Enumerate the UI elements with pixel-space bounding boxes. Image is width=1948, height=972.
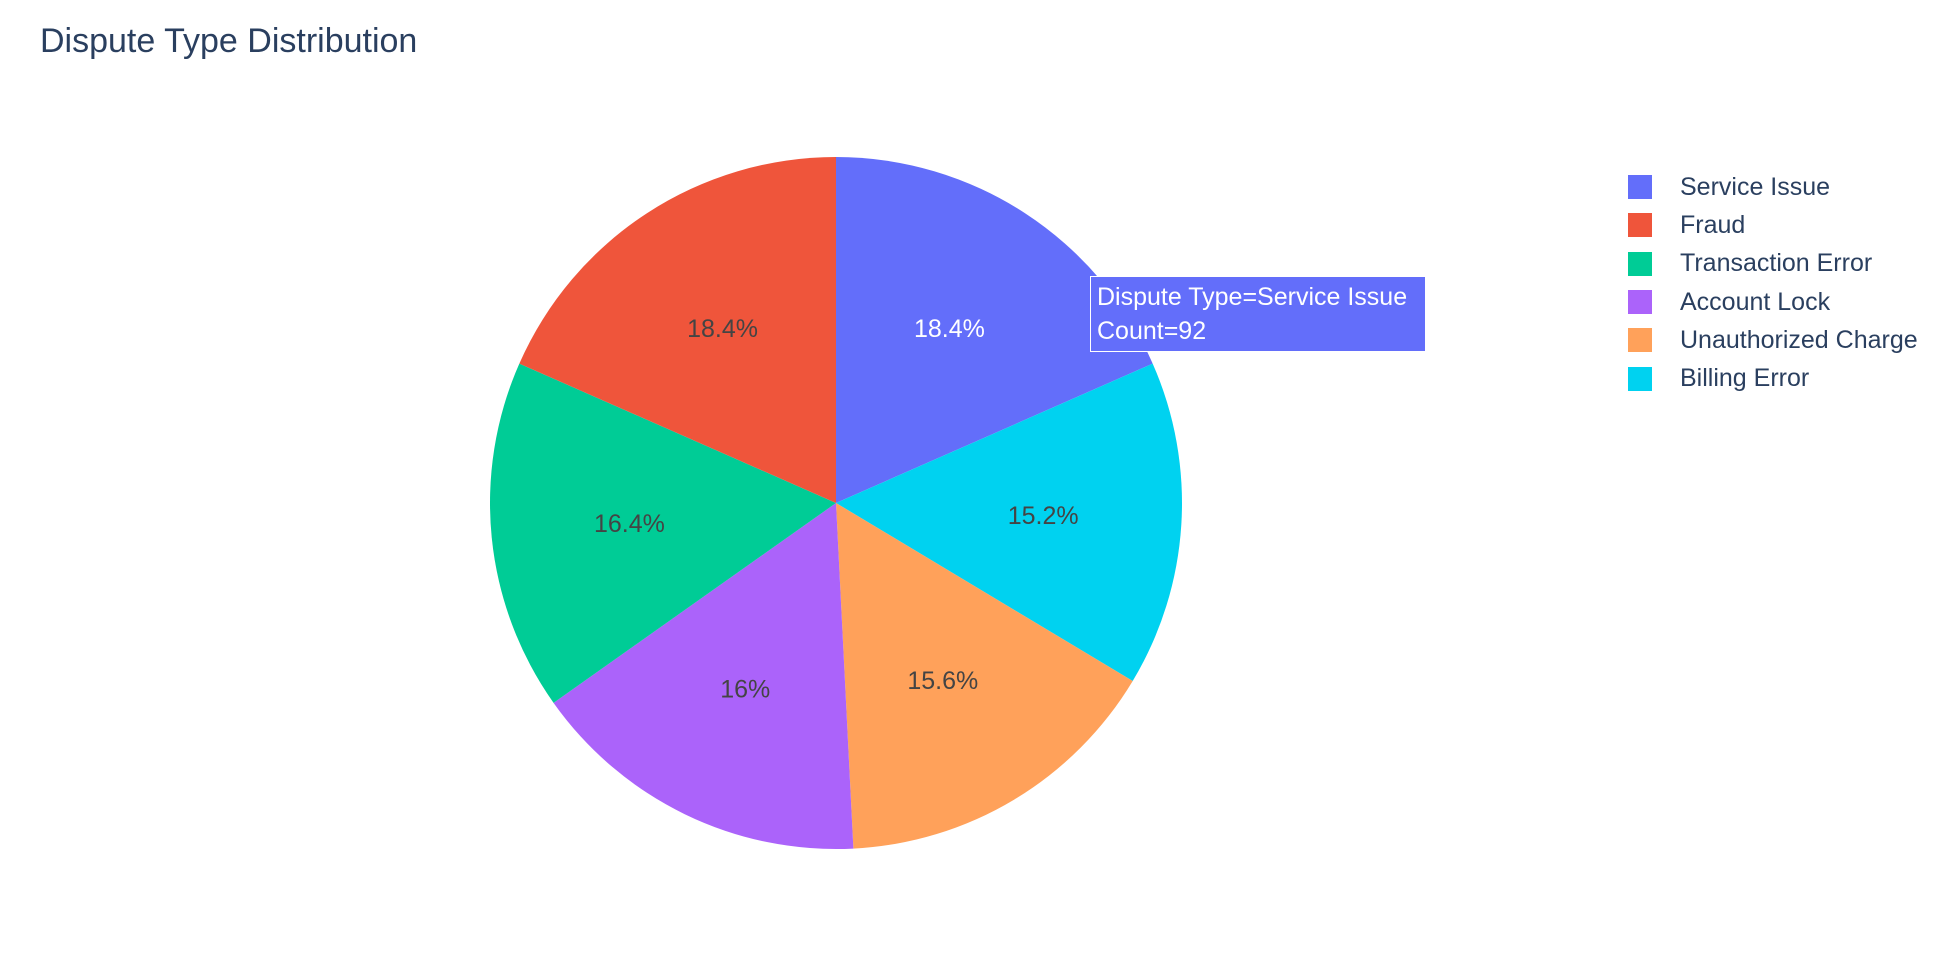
legend-swatch	[1628, 328, 1652, 353]
slice-label-billing-error: 15.2%	[1008, 502, 1079, 530]
pie-slice-billing-error[interactable]	[836, 363, 1182, 681]
legend-swatch	[1628, 290, 1652, 315]
legend-swatch	[1628, 213, 1652, 238]
legend-item-unauthorized-charge[interactable]: Unauthorized Charge	[1628, 321, 1918, 359]
legend-label: Account Lock	[1680, 287, 1831, 316]
pie-slice-transaction-error[interactable]	[489, 363, 836, 703]
legend-item-billing-error[interactable]: Billing Error	[1628, 359, 1918, 397]
legend-label: Fraud	[1680, 210, 1746, 239]
legend-swatch	[1628, 175, 1652, 200]
pie-slice-unauthorized-charge[interactable]	[836, 503, 1133, 849]
legend-item-account-lock[interactable]: Account Lock	[1628, 283, 1918, 321]
legend-item-fraud[interactable]: Fraud	[1628, 206, 1918, 244]
legend: Service Issue Fraud Transaction Error Accou…	[1628, 168, 1918, 398]
legend-swatch	[1628, 366, 1652, 391]
pie-slice-account-lock[interactable]	[553, 503, 854, 849]
legend-item-transaction-error[interactable]: Transaction Error	[1628, 245, 1918, 283]
slice-label-service-issue: 18.4%	[914, 315, 985, 343]
legend-label: Transaction Error	[1680, 249, 1873, 278]
legend-label: Unauthorized Charge	[1680, 325, 1918, 354]
legend-label: Billing Error	[1680, 364, 1810, 393]
legend-item-service-issue[interactable]: Service Issue	[1628, 168, 1918, 206]
pie-slice-service-issue[interactable]	[836, 157, 1153, 503]
slice-label-account-lock: 16%	[720, 676, 770, 704]
legend-label: Service Issue	[1680, 172, 1831, 201]
legend-swatch	[1628, 251, 1652, 276]
pie-slice-fraud[interactable]	[519, 157, 836, 503]
chart-title: Dispute Type Distribution	[40, 22, 418, 60]
slice-label-fraud: 18.4%	[687, 315, 758, 343]
slice-label-transaction-error: 16.4%	[594, 510, 665, 538]
slice-label-unauthorized-charge: 15.6%	[907, 667, 978, 695]
